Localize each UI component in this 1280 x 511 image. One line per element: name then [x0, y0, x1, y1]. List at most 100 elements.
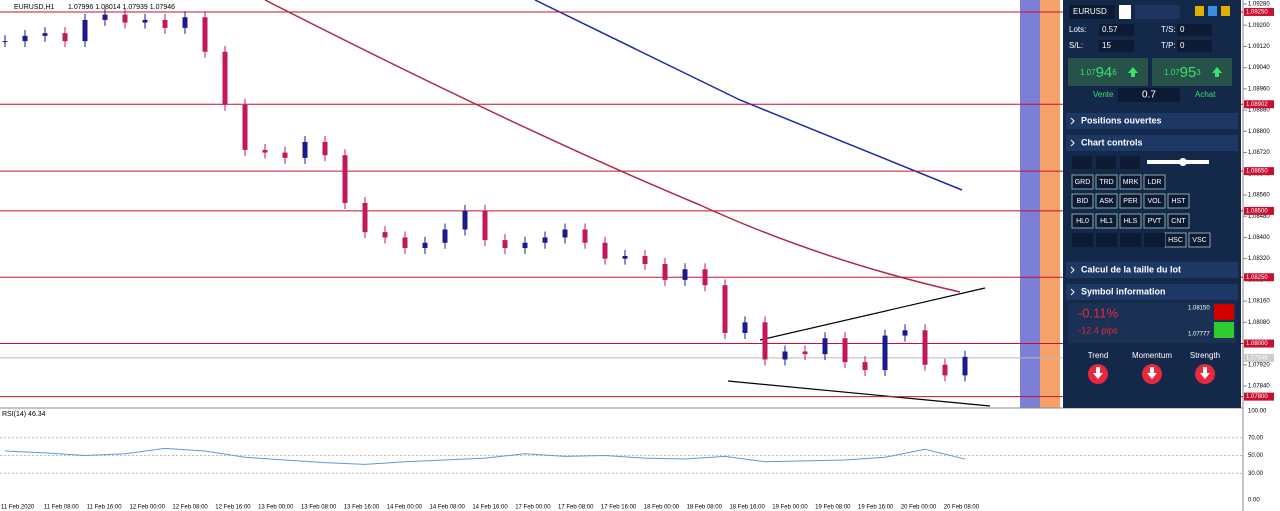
- control-button[interactable]: [1168, 194, 1189, 208]
- price-tick-label: 1.07840: [1248, 384, 1270, 390]
- control-button[interactable]: [1072, 175, 1093, 189]
- price-part: 94: [1096, 64, 1113, 81]
- session-band: [1020, 0, 1040, 408]
- control-button[interactable]: [1144, 194, 1165, 208]
- time-label: 12 Feb 08:00: [172, 505, 208, 511]
- candle: [582, 229, 588, 243]
- control-button[interactable]: [1120, 175, 1141, 189]
- nav-button[interactable]: [1072, 233, 1093, 247]
- control-button[interactable]: [1165, 233, 1186, 247]
- candle: [462, 210, 468, 230]
- panel-text: HL1: [1100, 218, 1113, 225]
- candle: [622, 256, 628, 259]
- control-button[interactable]: [1189, 233, 1210, 247]
- level-tag: [1244, 167, 1274, 176]
- time-label: 14 Feb 08:00: [430, 505, 466, 511]
- rsi-tick-label: 30.00: [1248, 471, 1264, 477]
- control-button[interactable]: [1096, 175, 1117, 189]
- button-border: [1143, 174, 1166, 190]
- control-button[interactable]: [1096, 194, 1117, 208]
- input[interactable]: [1099, 40, 1134, 52]
- nav-button[interactable]: [1096, 233, 1117, 247]
- panel-text: 0.7: [1142, 90, 1156, 101]
- panel-text: HL0: [1076, 218, 1089, 225]
- nav-button[interactable]: [1120, 233, 1141, 247]
- price-tick-label: 1.09200: [1248, 23, 1270, 29]
- panel-text: 0: [1180, 41, 1185, 50]
- current-price-label: 1.07946: [1246, 355, 1268, 361]
- symbol-select[interactable]: [1069, 5, 1115, 19]
- icon-button[interactable]: [1072, 156, 1092, 169]
- candle: [442, 229, 448, 243]
- time-label: 17 Feb 16:00: [601, 505, 637, 511]
- control-button[interactable]: [1144, 214, 1165, 228]
- panel-text: ASK: [1099, 198, 1113, 205]
- session-band: [1040, 0, 1060, 408]
- control-button[interactable]: [1096, 214, 1117, 228]
- candle: [742, 322, 748, 333]
- section-header[interactable]: [1066, 284, 1238, 300]
- button-border: [1167, 193, 1190, 209]
- icon-button[interactable]: [1195, 6, 1204, 16]
- control-button[interactable]: [1120, 194, 1141, 208]
- icon-button[interactable]: [1120, 156, 1140, 169]
- panel-text: TRD: [1099, 179, 1113, 186]
- input[interactable]: [1099, 24, 1134, 36]
- candle: [22, 35, 28, 42]
- sell-price: 1.07946: [1080, 64, 1117, 81]
- buy-price: 1.07953: [1164, 64, 1201, 81]
- candle: [362, 202, 368, 233]
- control-button[interactable]: [1144, 175, 1165, 189]
- icon-button[interactable]: [1221, 6, 1230, 16]
- candle: [802, 351, 808, 355]
- price-tick-label: 1.09040: [1248, 65, 1270, 71]
- nav-button[interactable]: [1144, 233, 1165, 247]
- panel-text: HST: [1172, 198, 1187, 205]
- level-tag: [1244, 206, 1274, 215]
- section-header[interactable]: [1066, 113, 1238, 129]
- candle: [522, 242, 528, 249]
- price-part: 95: [1180, 64, 1197, 81]
- price-tick-label: 1.08960: [1248, 86, 1270, 92]
- price-tick-label: 1.08480: [1248, 214, 1270, 220]
- icon-button[interactable]: [1096, 156, 1116, 169]
- candle: [262, 149, 268, 153]
- input[interactable]: [1177, 24, 1212, 36]
- panel-text: Lots:: [1069, 25, 1086, 34]
- panel-text: 0.57: [1102, 25, 1118, 34]
- candle: [882, 335, 888, 371]
- icon-button[interactable]: [1208, 6, 1217, 16]
- dropdown[interactable]: [1119, 5, 1131, 19]
- candle: [902, 330, 908, 336]
- panel-text: Symbol information: [1081, 286, 1166, 296]
- price-tick-label: 1.08160: [1248, 299, 1270, 305]
- rsi-label: RSI(14) 46.34: [2, 411, 46, 418]
- price-tick-label: 1.08320: [1248, 256, 1270, 262]
- control-button[interactable]: [1168, 214, 1189, 228]
- price-part: 3: [1196, 68, 1201, 77]
- arrow-icon: [1212, 67, 1222, 77]
- panel-text: VOL: [1147, 198, 1161, 205]
- price-tick-label: 1.07920: [1248, 362, 1270, 368]
- button-border: [1095, 213, 1118, 229]
- control-button[interactable]: [1072, 194, 1093, 208]
- candle: [202, 17, 208, 52]
- candle: [602, 242, 608, 259]
- control-button[interactable]: [1072, 214, 1093, 228]
- time-label: 18 Feb 16:00: [729, 505, 765, 511]
- panel-text: Positions ouvertes: [1081, 115, 1162, 125]
- time-label: 14 Feb 16:00: [472, 505, 508, 511]
- price-part: 1.07: [1164, 68, 1180, 77]
- down-arrow: [1093, 367, 1103, 379]
- input[interactable]: [1177, 40, 1212, 52]
- low-swatch: [1214, 322, 1234, 338]
- time-label: 20 Feb 08:00: [944, 505, 980, 511]
- level-tag: [1244, 392, 1274, 401]
- section-header[interactable]: [1066, 135, 1238, 151]
- section-header[interactable]: [1066, 262, 1238, 278]
- time-label: 14 Feb 00:00: [387, 505, 423, 511]
- slider-knob[interactable]: [1179, 158, 1187, 166]
- control-button[interactable]: [1120, 214, 1141, 228]
- arrow-icon: [1128, 67, 1138, 77]
